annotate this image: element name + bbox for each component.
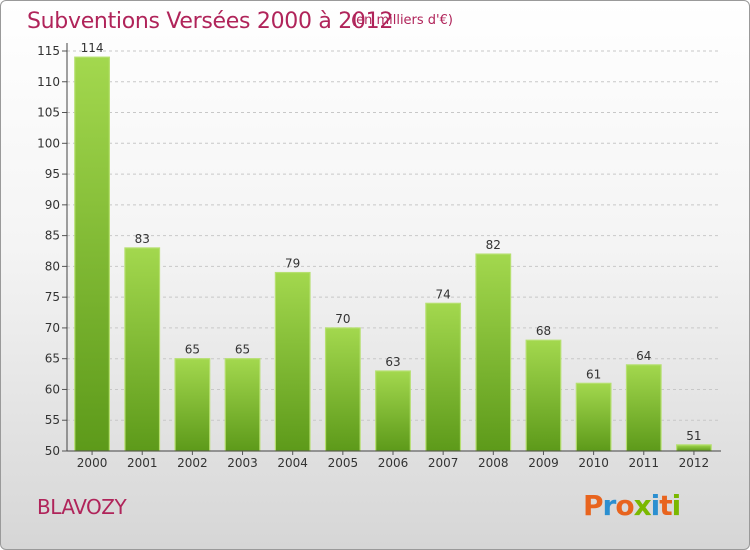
y-tick-label: 115 xyxy=(37,44,60,58)
y-tick-label: 60 xyxy=(45,382,60,396)
commune-name: BLAVOZY xyxy=(37,495,127,519)
x-tick-label: 2009 xyxy=(528,456,559,470)
bar-2007 xyxy=(425,302,462,452)
y-tick-label: 75 xyxy=(45,290,60,304)
bar-2000 xyxy=(74,56,110,452)
bar-2011 xyxy=(625,364,662,452)
data-label: 70 xyxy=(335,312,350,326)
x-tick-label: 2004 xyxy=(277,456,308,470)
data-label: 79 xyxy=(285,257,300,271)
bar-2009 xyxy=(525,339,562,452)
logo-letter: P xyxy=(583,489,604,522)
logo-letter: i xyxy=(671,489,682,522)
logo-letter: r xyxy=(602,489,617,522)
logo-letter: i xyxy=(650,489,661,522)
bar-2005 xyxy=(324,327,361,452)
data-label: 65 xyxy=(185,343,200,357)
data-label: 63 xyxy=(385,355,400,369)
bar-2001 xyxy=(124,247,161,452)
x-tick-label: 2003 xyxy=(227,456,258,470)
data-label: 74 xyxy=(436,287,451,301)
x-tick-label: 2008 xyxy=(478,456,509,470)
y-tick-label: 55 xyxy=(45,413,60,427)
logo-letter: x xyxy=(633,489,652,522)
y-tick-label: 90 xyxy=(45,198,60,212)
data-label: 61 xyxy=(586,367,601,381)
x-tick-label: 2007 xyxy=(428,456,459,470)
x-tick-label: 2012 xyxy=(679,456,710,470)
data-label: 82 xyxy=(486,238,501,252)
x-tick-label: 2001 xyxy=(127,456,158,470)
data-label: 64 xyxy=(636,349,651,363)
y-tick-label: 95 xyxy=(45,167,60,181)
y-tick-label: 70 xyxy=(45,321,60,335)
y-tick-label: 105 xyxy=(37,106,60,120)
y-tick-label: 85 xyxy=(45,229,60,243)
bar-2012 xyxy=(676,444,712,452)
bar-2003 xyxy=(224,358,261,452)
bar-2006 xyxy=(375,370,411,452)
x-tick-label: 2011 xyxy=(628,456,659,470)
x-tick-label: 2005 xyxy=(328,456,359,470)
x-tick-label: 2006 xyxy=(378,456,409,470)
y-tick-label: 50 xyxy=(45,444,60,458)
data-label: 114 xyxy=(81,41,104,55)
y-tick-label: 110 xyxy=(37,75,60,89)
bar-2002 xyxy=(174,358,211,452)
x-tick-label: 2010 xyxy=(578,456,609,470)
bar-2010 xyxy=(575,382,612,452)
x-tick-label: 2000 xyxy=(77,456,108,470)
logo-letter: t xyxy=(659,489,672,522)
y-tick-label: 100 xyxy=(37,136,60,150)
y-tick-label: 80 xyxy=(45,259,60,273)
data-label: 83 xyxy=(135,232,150,246)
data-label: 65 xyxy=(235,343,250,357)
proxiti-logo: Proxiti xyxy=(583,489,682,522)
logo-letter: o xyxy=(615,489,634,522)
bar-2008 xyxy=(475,253,512,452)
data-label: 51 xyxy=(686,429,701,443)
y-tick-label: 65 xyxy=(45,352,60,366)
data-label: 68 xyxy=(536,324,551,338)
x-tick-label: 2002 xyxy=(177,456,208,470)
unit-label: (en milliers d'€) xyxy=(351,13,453,28)
chart-title: Subventions Versées 2000 à 2012 xyxy=(27,9,394,34)
bar-2004 xyxy=(274,271,311,452)
